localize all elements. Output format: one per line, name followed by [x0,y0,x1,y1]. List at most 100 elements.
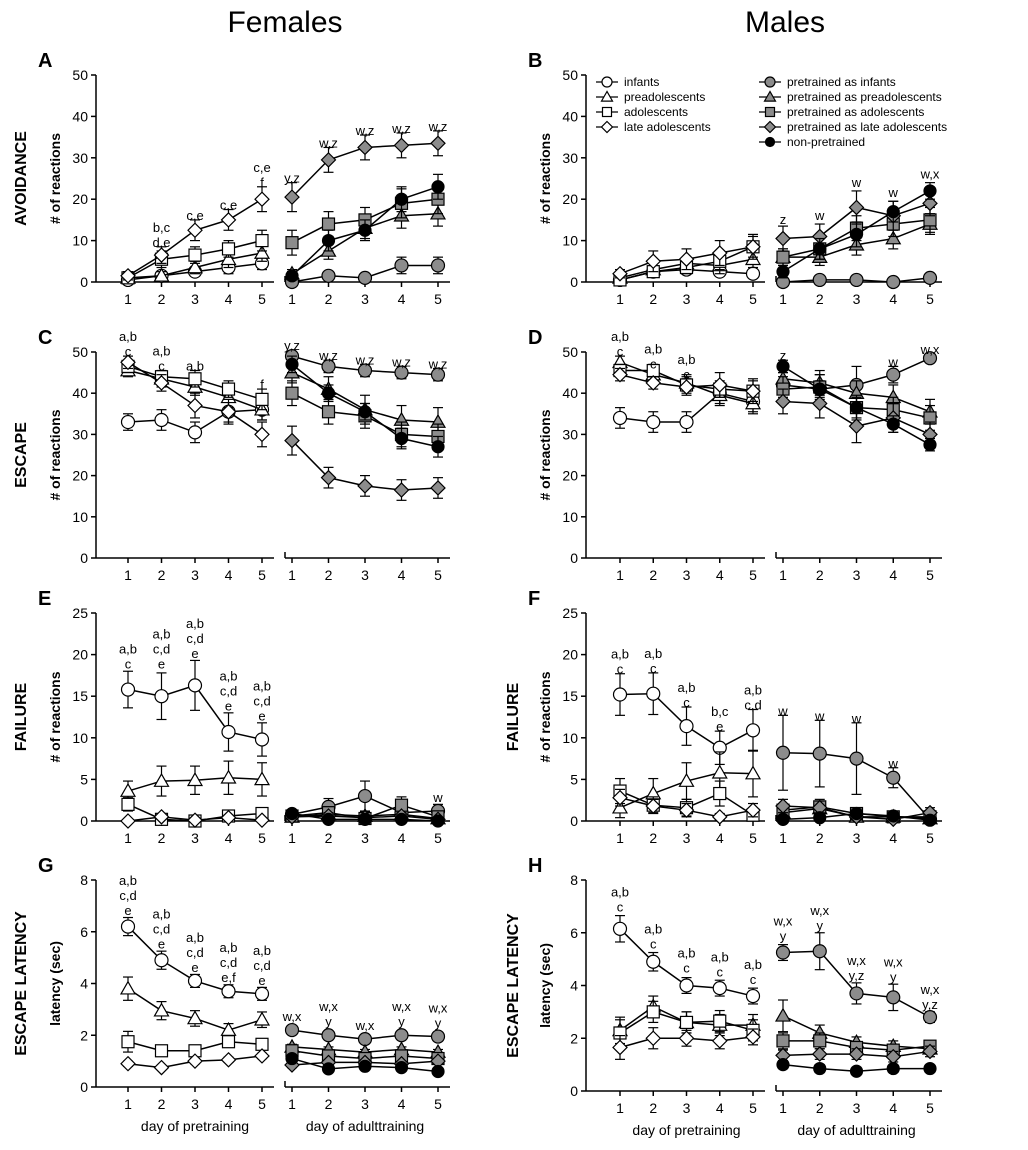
data-point [431,440,445,454]
data-point [321,1062,336,1076]
adulttraining-series-non-pretrained [285,1051,445,1079]
x-tick-label: 4 [398,567,406,583]
significance-label: c,d [220,683,237,698]
data-point [713,786,727,801]
adulttraining-series-pretrained-as-late-adolescents [284,425,446,501]
y-tick-label: 0 [80,813,88,829]
y-tick-label: 50 [72,344,88,360]
x-tick-label: 1 [779,830,787,846]
y-tick-label: 20 [72,191,88,207]
data-point [285,1051,299,1066]
x-tick-label: 3 [683,567,691,583]
significance-label: a,b [744,957,762,972]
significance-label: c,e [186,208,203,223]
legend-marker [601,76,613,88]
data-point [886,205,900,219]
data-point [612,1039,628,1056]
significance-label: z [780,348,787,363]
data-point [923,438,937,452]
y-tick-label: 2 [570,1030,578,1046]
y-tick-label: 20 [72,468,88,484]
x-tick-label: 2 [649,291,657,307]
data-point [120,813,136,829]
y-axis-label: latency (sec) [537,943,553,1028]
y-tick-label: 10 [72,730,88,746]
significance-label: w,z [428,356,448,371]
data-point [678,251,695,268]
data-point [321,1028,336,1043]
x-tick-label: 5 [926,567,934,583]
significance-label: c [617,662,624,677]
data-point [645,375,662,391]
data-point [394,258,409,273]
data-point [321,386,336,400]
panel-e: E FAILURE # of reactions 0 5 10 15 20 25 1 2 3 4 5 1 2 3… [13,588,450,846]
x-tick-label: 4 [889,830,897,846]
data-point [187,678,203,693]
x-tick-label: 4 [225,830,233,846]
data-point [394,1060,409,1075]
y-tick-label: 0 [80,1079,88,1095]
data-point [119,980,137,995]
x-tick-label: 4 [398,1096,406,1112]
panel-f: F FAILURE # of reactions 0 5 10 15 20 25 1 2 3 4 5 1 2 3… [505,588,942,846]
legend-marker [764,136,776,148]
x-tick-label: 5 [434,1096,442,1112]
panel-letter: A [38,50,52,72]
x-tick-label: 4 [398,291,406,307]
y-tick-label: 20 [562,191,578,207]
data-point [711,245,728,261]
data-point [886,367,901,382]
significance-label: c,d [119,888,136,903]
significance-label: a,b [186,930,204,945]
data-point [153,772,170,787]
data-point [394,1028,409,1043]
x-tick-label: 4 [889,291,897,307]
legend-marker [764,76,776,88]
y-tick-label: 40 [72,385,88,401]
data-point [284,189,300,205]
data-point [187,222,203,239]
adulttraining-series-pretrained-as-infants [775,932,938,1025]
adulttraining-series-non-pretrained [285,173,445,283]
data-point [253,1011,271,1026]
significance-label: a,b [611,329,629,344]
data-point [646,414,661,430]
data-point [186,772,204,787]
legend-marker [763,90,777,102]
significance-label: c [650,356,657,371]
data-point [321,217,336,231]
pretraining-series-infants [120,659,270,757]
significance-label: e [258,973,265,988]
legend-label: preadolescents [624,90,705,104]
data-point [922,1043,938,1060]
males-title: Males [744,6,826,39]
data-point [711,1033,728,1049]
data-point [775,945,791,960]
x-tick-label: 1 [124,567,132,583]
significance-label: w,z [355,352,375,367]
adulttraining-series-pretrained-as-infants [775,270,938,290]
significance-label: w,x [846,953,866,968]
data-point [357,270,373,285]
x-tick-label: 5 [434,567,442,583]
significance-label: w,x [355,1018,375,1033]
y-tick-label: 50 [562,344,578,360]
x-tick-label: 3 [683,1100,691,1116]
data-point [393,482,410,498]
row-label: FAILURE [13,682,30,751]
significance-label: c,d [153,642,170,657]
significance-label: a,b [152,344,170,359]
significance-label: w,x [318,999,338,1014]
x-tick-label: 3 [191,567,199,583]
data-point [612,789,628,806]
data-point [153,375,170,391]
data-point [221,724,236,740]
data-point [849,806,864,821]
x-tick-label: 5 [434,830,442,846]
significance-label: z [780,212,787,227]
panel-letter: G [38,855,54,877]
data-point [813,1061,827,1076]
data-point [775,230,791,247]
x-tick-label: 3 [683,830,691,846]
